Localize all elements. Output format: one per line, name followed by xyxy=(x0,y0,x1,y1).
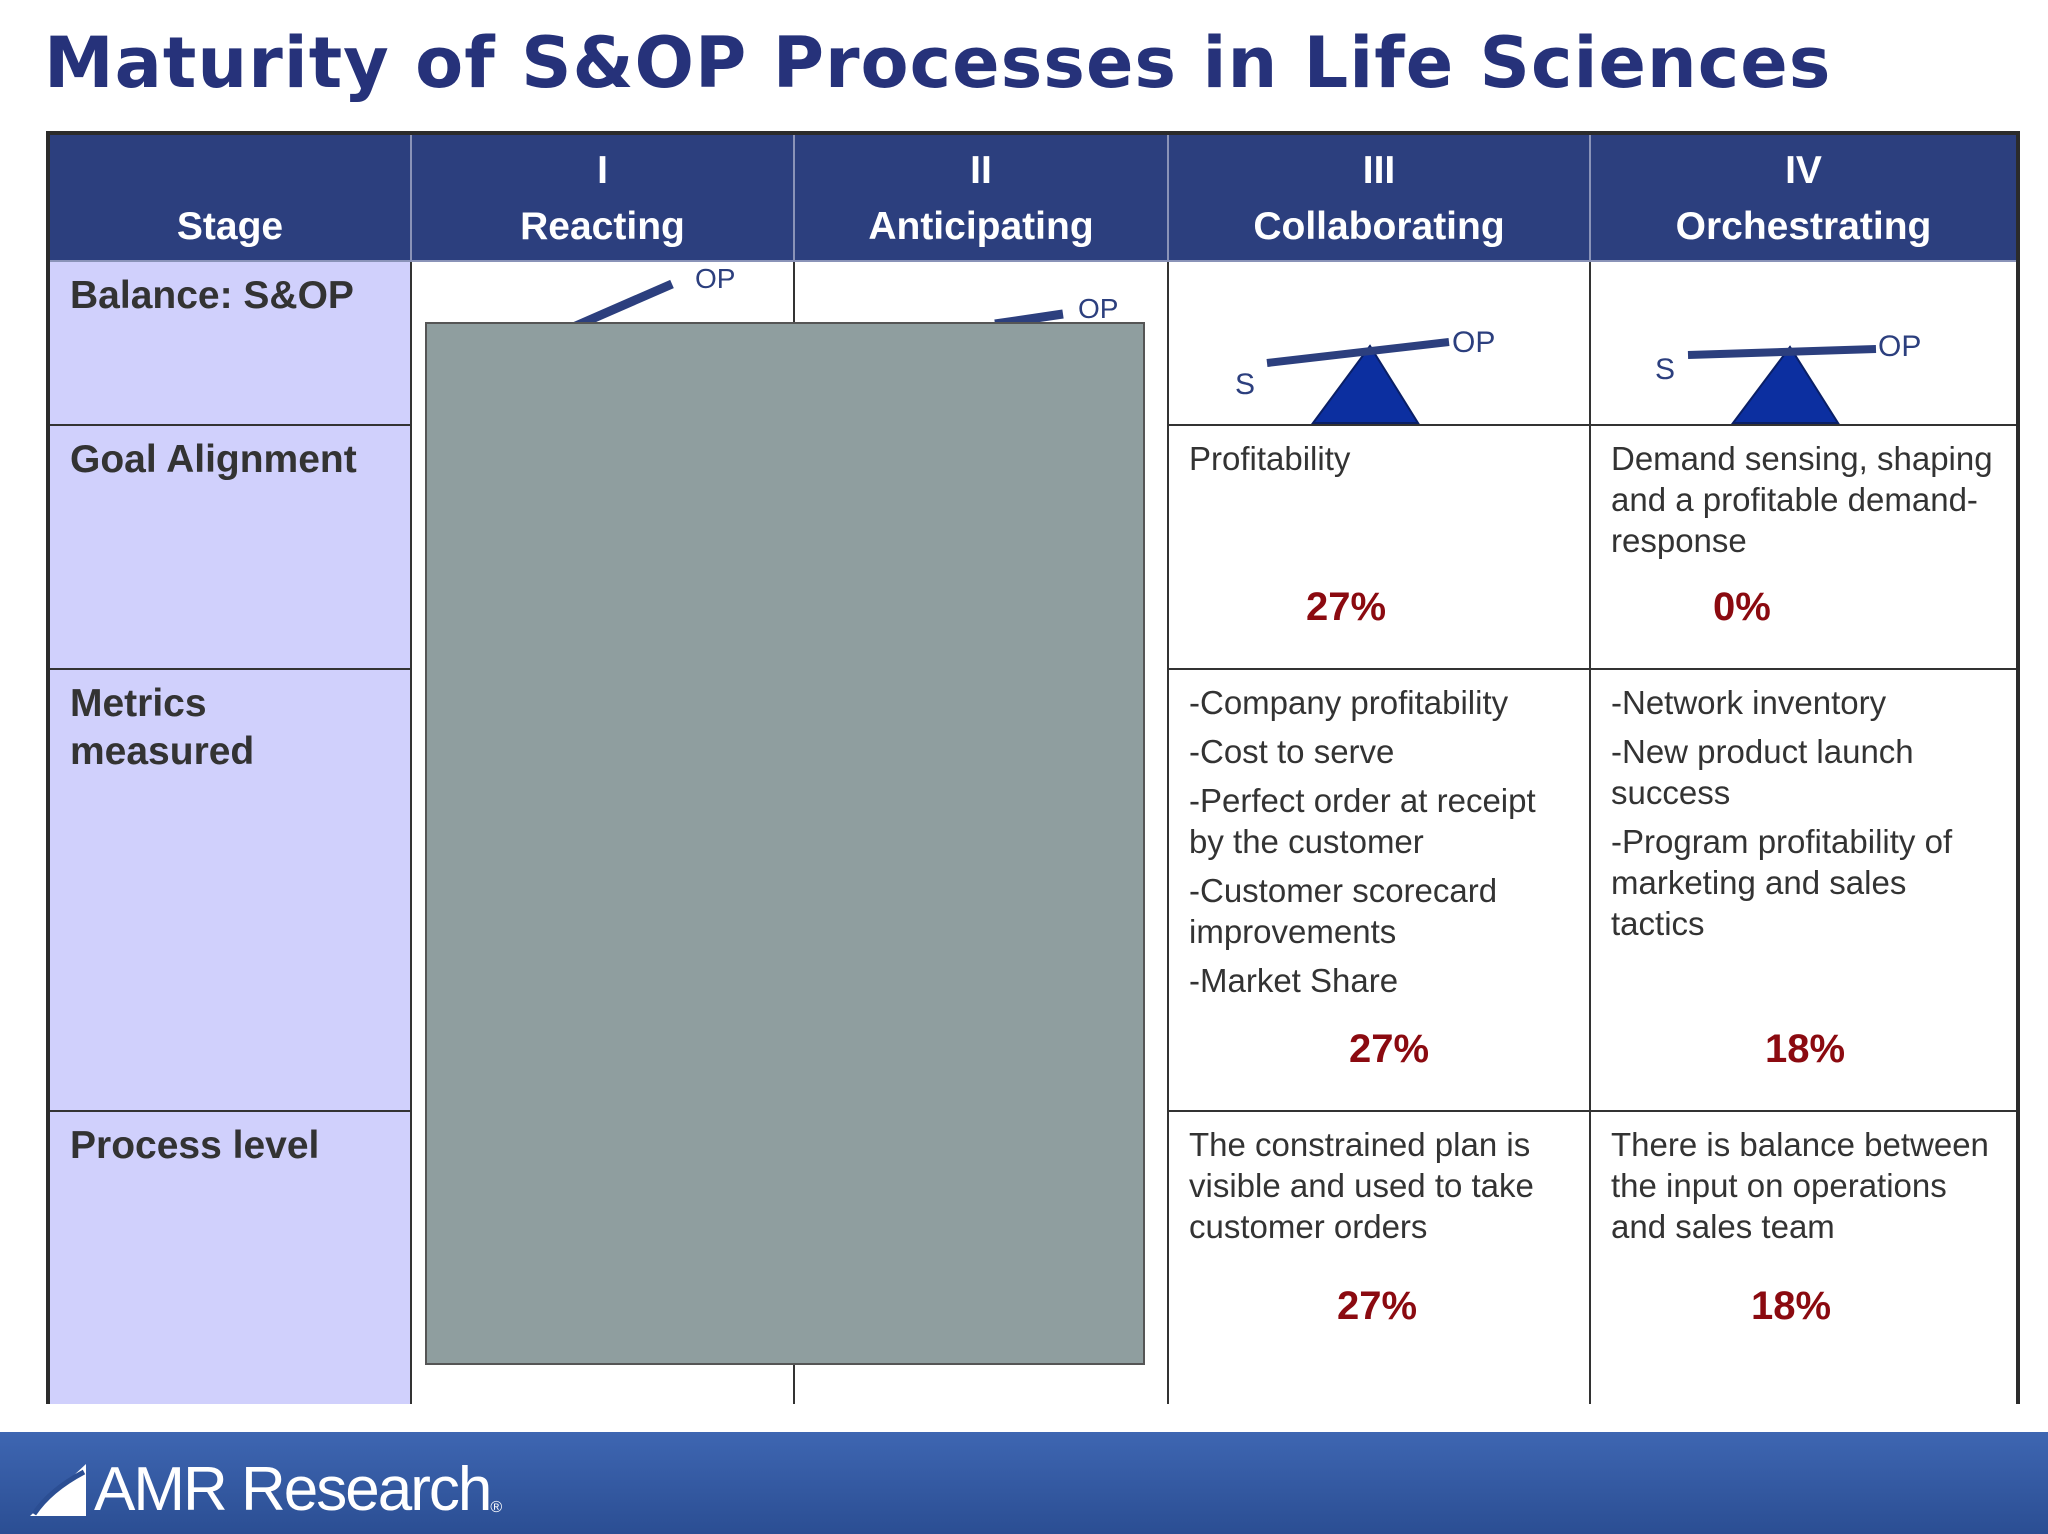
goal-text: Demand sensing, shaping and a profitable… xyxy=(1611,440,1993,559)
logo-text: AMR Research xyxy=(94,1455,492,1524)
header-reacting: I Reacting xyxy=(412,135,795,262)
goal-percent: 0% xyxy=(1713,585,1771,629)
header-collaborating: III Collaborating xyxy=(1169,135,1591,262)
metrics-label-line2: measured xyxy=(70,730,255,773)
orchestrating-balance: S OP xyxy=(1591,262,2016,426)
stage-name: Anticipating xyxy=(868,205,1094,248)
metrics-percent: 18% xyxy=(1765,1027,1846,1071)
collaborating-goal: Profitability 27% xyxy=(1169,426,1591,670)
process-label: Process level xyxy=(70,1124,320,1167)
metrics-list: -Company profitability -Cost to serve -P… xyxy=(1189,682,1575,1009)
header-anticipating: II Anticipating xyxy=(795,135,1169,262)
orchestrating-seesaw: S OP xyxy=(1655,330,1921,424)
row-label-balance: Balance: S&OP xyxy=(50,262,412,426)
seesaw-beam xyxy=(1266,338,1450,367)
row-label-goal: Goal Alignment xyxy=(50,426,412,670)
op-label: OP xyxy=(1078,293,1118,324)
list-item: -Network inventory xyxy=(1611,684,1887,721)
op-label: OP xyxy=(695,263,735,294)
list-item: -Program profitability of marketing and … xyxy=(1611,823,1953,942)
stage-name: Reacting xyxy=(520,205,685,248)
seesaw-fulcrum xyxy=(1311,344,1420,424)
metrics-label-line1: Metrics xyxy=(70,682,207,725)
collaborating-balance: S OP xyxy=(1169,262,1591,426)
stage-numeral: IV xyxy=(1785,149,1822,192)
process-text: There is balance between the input on op… xyxy=(1611,1126,1989,1245)
redaction-overlay xyxy=(425,322,1145,1365)
op-label: OP xyxy=(1878,330,1921,363)
list-item: -Cost to serve xyxy=(1189,733,1395,770)
amr-logo: AMR Research ® xyxy=(30,1454,502,1525)
logo-registered-mark: ® xyxy=(490,1498,503,1516)
stage-numeral: III xyxy=(1362,149,1396,192)
list-item: -Company profitability xyxy=(1189,684,1509,721)
collaborating-seesaw: S OP xyxy=(1235,326,1495,424)
page-title: Maturity of S&OP Processes in Life Scien… xyxy=(44,22,1832,104)
metrics-label: Metrics measured xyxy=(70,680,254,776)
header-stage: Stage xyxy=(50,135,412,262)
header-stage-label: Stage xyxy=(176,205,284,248)
stage-name: Orchestrating xyxy=(1675,205,1932,248)
goal-label: Goal Alignment xyxy=(70,438,357,481)
orchestrating-process: There is balance between the input on op… xyxy=(1591,1112,2016,1404)
process-text: The constrained plan is visible and used… xyxy=(1189,1126,1534,1245)
process-percent: 18% xyxy=(1751,1284,1832,1328)
s-label: S xyxy=(1235,368,1255,401)
stage-numeral: II xyxy=(970,149,992,192)
metrics-percent: 27% xyxy=(1349,1027,1430,1071)
list-item: -New product launch success xyxy=(1611,733,1914,811)
row-label-metrics: Metrics measured xyxy=(50,670,412,1112)
list-item: -Perfect order at receipt by the custome… xyxy=(1189,782,1536,860)
goal-percent: 27% xyxy=(1306,585,1387,629)
amr-logo-icon xyxy=(30,1463,86,1516)
s-label: S xyxy=(1655,353,1675,386)
list-item: -Market Share xyxy=(1189,962,1399,999)
stage-numeral: I xyxy=(597,149,608,192)
goal-text: Profitability xyxy=(1189,440,1351,477)
process-percent: 27% xyxy=(1337,1284,1418,1328)
orchestrating-metrics: -Network inventory -New product launch s… xyxy=(1591,670,2016,1112)
orchestrating-goal: Demand sensing, shaping and a profitable… xyxy=(1591,426,2016,670)
list-item: -Customer scorecard improvements xyxy=(1189,872,1498,950)
metrics-list: -Network inventory -New product launch s… xyxy=(1611,682,2002,952)
seesaw-fulcrum xyxy=(1731,345,1840,424)
op-label: OP xyxy=(1452,326,1495,359)
row-label-process: Process level xyxy=(50,1112,412,1404)
footer-bar: AMR Research ® xyxy=(0,1432,2048,1534)
balance-label: Balance: S&OP xyxy=(70,274,354,317)
seesaw-beam xyxy=(1687,345,1877,359)
collaborating-metrics: -Company profitability -Cost to serve -P… xyxy=(1169,670,1591,1112)
collaborating-process: The constrained plan is visible and used… xyxy=(1169,1112,1591,1404)
header-orchestrating: IV Orchestrating xyxy=(1591,135,2016,262)
stage-name: Collaborating xyxy=(1253,205,1505,248)
